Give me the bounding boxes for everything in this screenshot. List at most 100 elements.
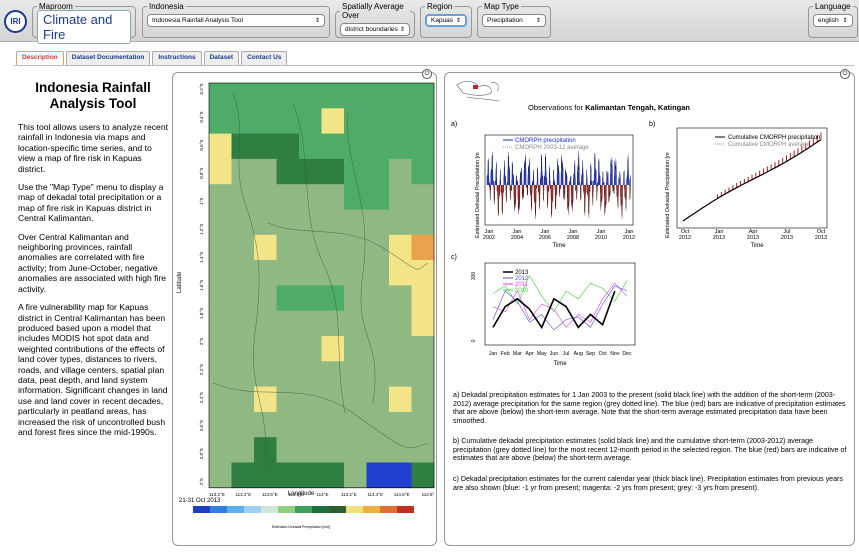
map-cell[interactable] bbox=[411, 260, 435, 286]
map-cell[interactable] bbox=[389, 285, 412, 311]
map-cell[interactable] bbox=[299, 158, 322, 185]
map-cell[interactable] bbox=[344, 158, 367, 185]
map-cell[interactable] bbox=[389, 209, 412, 236]
region-select[interactable]: Kapuas ⇕ bbox=[425, 14, 467, 27]
maproom-selector[interactable]: Climate and Fire bbox=[37, 10, 131, 44]
map-cell[interactable] bbox=[366, 462, 390, 489]
map-cell[interactable] bbox=[321, 361, 345, 387]
map-cell[interactable] bbox=[231, 83, 255, 109]
map-cell[interactable] bbox=[299, 285, 322, 311]
map-cell[interactable] bbox=[299, 83, 322, 109]
map-cell[interactable] bbox=[321, 437, 345, 463]
map-cell[interactable] bbox=[276, 234, 300, 261]
map-cell[interactable] bbox=[231, 133, 255, 160]
map-cell[interactable] bbox=[389, 234, 412, 261]
map-cell[interactable] bbox=[411, 83, 435, 109]
power-icon[interactable]: ⏻ bbox=[840, 69, 850, 79]
map-cell[interactable] bbox=[276, 158, 300, 185]
map-cell[interactable] bbox=[254, 108, 277, 134]
map-cell[interactable] bbox=[231, 158, 255, 185]
map-cell[interactable] bbox=[321, 462, 345, 489]
tab-contact-us[interactable]: Contact Us bbox=[241, 51, 288, 65]
map-cell[interactable] bbox=[321, 285, 345, 311]
map-cell[interactable] bbox=[209, 462, 232, 489]
spatial-average-select[interactable]: district boundaries ⇕ bbox=[340, 23, 410, 36]
map-cell[interactable] bbox=[299, 310, 322, 337]
map-cell[interactable] bbox=[276, 411, 300, 438]
map-cell[interactable] bbox=[209, 386, 232, 413]
map-cell[interactable] bbox=[231, 361, 255, 387]
map-cell[interactable] bbox=[254, 83, 277, 109]
map-cell[interactable] bbox=[299, 260, 322, 286]
map-cell[interactable] bbox=[366, 437, 390, 463]
map-cell[interactable] bbox=[389, 83, 412, 109]
map-cell[interactable] bbox=[276, 361, 300, 387]
map-cell[interactable] bbox=[344, 437, 367, 463]
map-cell[interactable] bbox=[276, 437, 300, 463]
map-cell[interactable] bbox=[276, 184, 300, 210]
map-cell[interactable] bbox=[344, 411, 367, 438]
map-cell[interactable] bbox=[366, 184, 390, 210]
map-cell[interactable] bbox=[344, 336, 367, 362]
map-cell[interactable] bbox=[321, 209, 345, 236]
map-cell[interactable] bbox=[344, 310, 367, 337]
map-type-select[interactable]: Precipitation ⇕ bbox=[482, 14, 546, 27]
map-cell[interactable] bbox=[231, 310, 255, 337]
map-cell[interactable] bbox=[389, 260, 412, 286]
map-cell[interactable] bbox=[344, 462, 367, 489]
map-cell[interactable] bbox=[209, 310, 232, 337]
map-cell[interactable] bbox=[411, 209, 435, 236]
map-cell[interactable] bbox=[209, 184, 232, 210]
map-cell[interactable] bbox=[254, 411, 277, 438]
map-cell[interactable] bbox=[209, 209, 232, 236]
tab-instructions[interactable]: Instructions bbox=[152, 51, 202, 65]
map-cell[interactable] bbox=[411, 361, 435, 387]
map-cell[interactable] bbox=[389, 184, 412, 210]
map-cell[interactable] bbox=[231, 386, 255, 413]
map-cell[interactable] bbox=[344, 108, 367, 134]
map-cell[interactable] bbox=[209, 285, 232, 311]
map-cell[interactable] bbox=[389, 361, 412, 387]
tab-description[interactable]: Description bbox=[16, 51, 64, 65]
tab-dataset-documentation[interactable]: Dataset Documentation bbox=[65, 51, 151, 65]
precipitation-map[interactable]: 0.2°S 0.4°S 0.6°S 0.8°S 1°S 1.2°S 1.4°S 1.6°S 1.… bbox=[173, 73, 438, 547]
map-cell[interactable] bbox=[276, 386, 300, 413]
map-cell[interactable] bbox=[209, 108, 232, 134]
map-cell[interactable] bbox=[209, 336, 232, 362]
map-cell[interactable] bbox=[366, 361, 390, 387]
map-cell[interactable] bbox=[321, 336, 345, 362]
map-cell[interactable] bbox=[231, 336, 255, 362]
map-cell[interactable] bbox=[321, 184, 345, 210]
map-cell[interactable] bbox=[411, 462, 435, 489]
map-cell[interactable] bbox=[209, 158, 232, 185]
map-cell[interactable] bbox=[389, 310, 412, 337]
map-cell[interactable] bbox=[276, 260, 300, 286]
map-cell[interactable] bbox=[366, 336, 390, 362]
map-cell[interactable] bbox=[321, 260, 345, 286]
map-cell[interactable] bbox=[254, 285, 277, 311]
map-cell[interactable] bbox=[389, 386, 412, 413]
map-cell[interactable] bbox=[276, 108, 300, 134]
map-cell[interactable] bbox=[389, 437, 412, 463]
map-cell[interactable] bbox=[299, 336, 322, 362]
map-cell[interactable] bbox=[411, 234, 435, 261]
map-cell[interactable] bbox=[254, 260, 277, 286]
map-cell[interactable] bbox=[411, 310, 435, 337]
map-cell[interactable] bbox=[299, 386, 322, 413]
map-cell[interactable] bbox=[344, 133, 367, 160]
map-cell[interactable] bbox=[231, 437, 255, 463]
map-cell[interactable] bbox=[411, 285, 435, 311]
map-cell[interactable] bbox=[299, 411, 322, 438]
map-cell[interactable] bbox=[344, 184, 367, 210]
map-cell[interactable] bbox=[254, 209, 277, 236]
map-cell[interactable] bbox=[389, 462, 412, 489]
map-cell[interactable] bbox=[321, 386, 345, 413]
map-cell[interactable] bbox=[366, 285, 390, 311]
map-cell[interactable] bbox=[366, 158, 390, 185]
map-cell[interactable] bbox=[344, 361, 367, 387]
map-cell[interactable] bbox=[276, 310, 300, 337]
map-cell[interactable] bbox=[254, 310, 277, 337]
map-cell[interactable] bbox=[231, 411, 255, 438]
map-cell[interactable] bbox=[411, 184, 435, 210]
map-cell[interactable] bbox=[254, 336, 277, 362]
